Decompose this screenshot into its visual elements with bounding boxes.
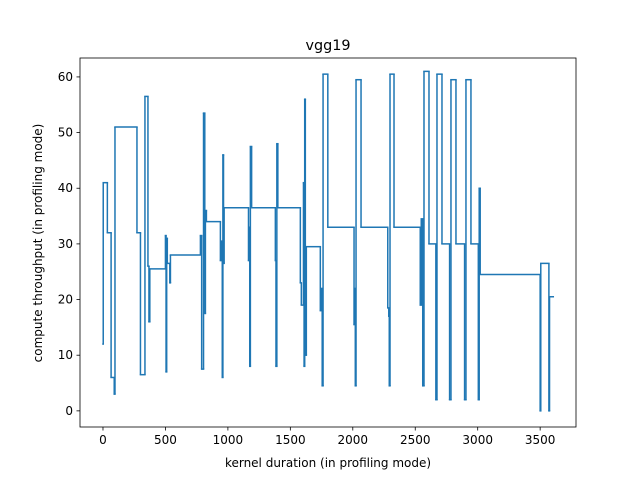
y-tick-label: 10 [58,348,73,362]
y-tick-label: 60 [58,70,73,84]
chart-title: vgg19 [305,38,350,54]
x-tick-label: 2000 [338,433,369,447]
x-tick-label: 1000 [213,433,244,447]
x-tick-label: 0 [99,433,107,447]
x-tick-label: 500 [154,433,177,447]
x-tick-label: 3000 [462,433,493,447]
plot-area [102,70,555,412]
y-tick-label: 30 [58,237,73,251]
axes-frame [79,57,577,428]
y-tick-label: 0 [65,404,73,418]
y-axis-label: compute throughput (in profiling mode) [31,124,45,363]
y-tick-label: 40 [58,181,73,195]
y-tick-label: 20 [58,293,73,307]
x-tick-label: 3500 [525,433,556,447]
x-axis-label: kernel duration (in profiling mode) [225,456,431,470]
y-tick-label: 50 [58,126,73,140]
x-tick-label: 1500 [275,433,306,447]
x-tick-label: 2500 [400,433,431,447]
